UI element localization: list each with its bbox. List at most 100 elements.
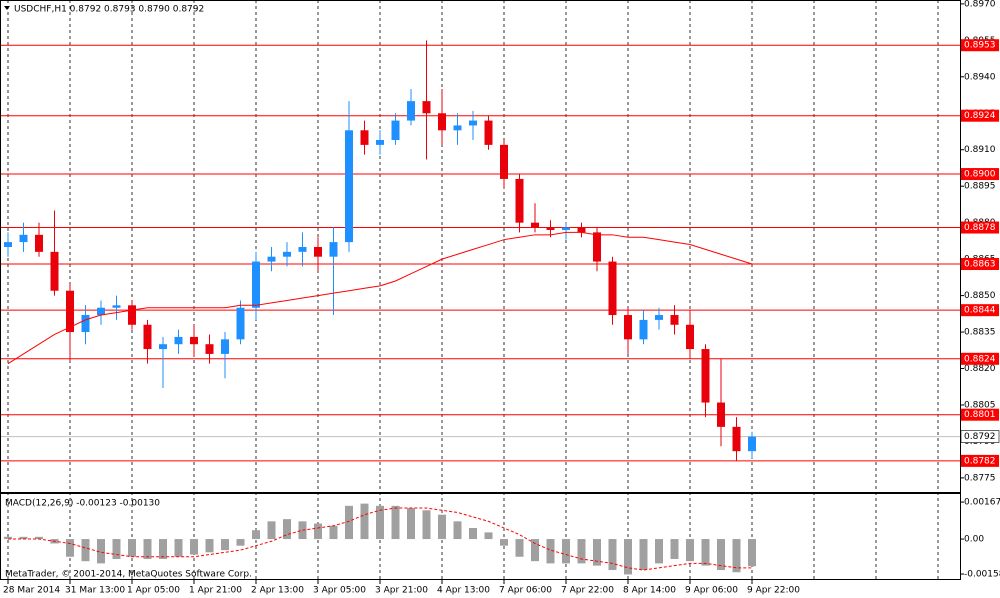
x-tick-label: 3 Apr 05:00	[313, 586, 366, 596]
candle-body	[19, 234, 28, 243]
footnote: MetaTrader, © 2001-2014, MetaQuotes Soft…	[5, 570, 252, 580]
x-tick-label: 4 Apr 13:00	[437, 586, 490, 596]
macd-bar	[159, 539, 167, 559]
macd-bar	[97, 539, 105, 564]
x-tick-label: 1 Apr 05:00	[127, 586, 180, 596]
candle-body	[438, 113, 446, 131]
current-price-box	[960, 430, 1000, 443]
candle-body	[205, 344, 214, 354]
x-tick-label: 3 Apr 21:00	[375, 586, 428, 596]
macd-bar	[329, 525, 338, 540]
macd-bar	[205, 539, 214, 553]
candle-body	[376, 140, 384, 145]
candle-body	[159, 344, 167, 350]
macd-bar	[686, 539, 694, 562]
level-label: 0.8801	[964, 410, 996, 420]
candle-body	[345, 130, 353, 243]
macd-bar	[81, 539, 90, 562]
macd-bar	[66, 539, 74, 557]
x-tick-label: 7 Apr 06:00	[499, 586, 552, 596]
level-label-box	[961, 109, 999, 122]
macd-bar	[236, 539, 245, 546]
macd-bar	[655, 539, 663, 564]
candle-body	[81, 315, 90, 333]
macd-bar	[407, 508, 415, 540]
macd-panel-frame	[0, 493, 961, 580]
candle-body	[732, 426, 741, 452]
marks-layer	[4, 40, 756, 575]
candle-body	[221, 339, 229, 354]
candle-body	[35, 234, 43, 252]
macd-title: MACD(12,26,9) -0.00123 -0.00130	[5, 499, 160, 509]
level-label: 0.8863	[964, 259, 996, 269]
macd-bar	[717, 539, 725, 571]
candle-body	[624, 315, 632, 340]
macd-bar	[283, 519, 291, 540]
candle-body	[66, 290, 74, 333]
candle-body	[500, 144, 508, 179]
macd-bar	[345, 505, 353, 540]
x-tick-label: 2 Apr 13:00	[251, 586, 304, 596]
macd-bar	[267, 521, 276, 540]
candle-body	[748, 436, 756, 452]
candle-body	[112, 305, 121, 308]
candle-body	[593, 232, 601, 262]
candle-body	[283, 251, 291, 257]
y-tick-label: 0.8835	[964, 328, 996, 338]
y-tick-label: 0.8940	[964, 72, 996, 82]
candle-body	[298, 246, 307, 252]
level-label-box	[961, 39, 999, 52]
macd-bar	[577, 539, 586, 564]
level-label: 0.8953	[964, 41, 996, 51]
macd-bar	[484, 532, 493, 540]
candle-body	[329, 242, 338, 257]
x-tick-label: 1 Apr 21:00	[189, 586, 242, 596]
macd-bar	[438, 514, 446, 540]
macd-bar	[19, 536, 28, 540]
candle-body	[701, 349, 710, 403]
y-tick-label: 0.8820	[964, 364, 996, 374]
x-tick-label: 8 Apr 14:00	[623, 586, 676, 596]
macd-bar	[670, 539, 679, 559]
x-tick-label: 31 Mar 13:00	[65, 586, 125, 596]
candle-body	[422, 101, 431, 114]
macd-bar	[593, 539, 601, 566]
candle-body	[531, 222, 539, 228]
y-tick-label: 0.8775	[964, 473, 996, 483]
level-label: 0.8844	[964, 306, 996, 316]
candle-body	[670, 315, 679, 325]
level-label: 0.8782	[964, 456, 996, 466]
x-tick-label: 9 Apr 06:00	[685, 586, 738, 596]
level-label: 0.8824	[964, 354, 996, 364]
candle-body	[469, 120, 477, 126]
candle-body	[50, 251, 59, 291]
main-panel-frame	[0, 0, 961, 493]
symbol-arrow	[4, 6, 10, 10]
macd-bar	[190, 539, 198, 555]
chart-title: USDCHF,H1 0.8792 0.8793 0.8790 0.8792	[14, 5, 204, 15]
macd-bar	[221, 539, 229, 551]
candle-body	[515, 178, 524, 223]
candle-body	[267, 256, 276, 262]
macd-bar	[469, 527, 477, 540]
macd-bar	[112, 539, 121, 559]
y-tick-label: 0.8850	[964, 291, 996, 301]
moving-average	[7, 231, 753, 365]
macd-bar	[453, 521, 462, 540]
macd-bar	[360, 503, 369, 540]
candle-body	[360, 130, 369, 145]
macd-bar	[422, 510, 431, 540]
macd-bar	[531, 539, 539, 562]
macd-bar	[35, 536, 43, 540]
x-tick-label: 28 Mar 2014	[3, 586, 60, 596]
candle-body	[686, 324, 694, 350]
macd-bar	[748, 539, 756, 567]
macd-bar	[546, 539, 555, 564]
candle-body	[608, 261, 617, 316]
y-tick-label: 0.8910	[964, 145, 996, 155]
macd-bar	[376, 505, 384, 540]
candle-body	[252, 261, 260, 308]
candle-body	[717, 402, 725, 427]
